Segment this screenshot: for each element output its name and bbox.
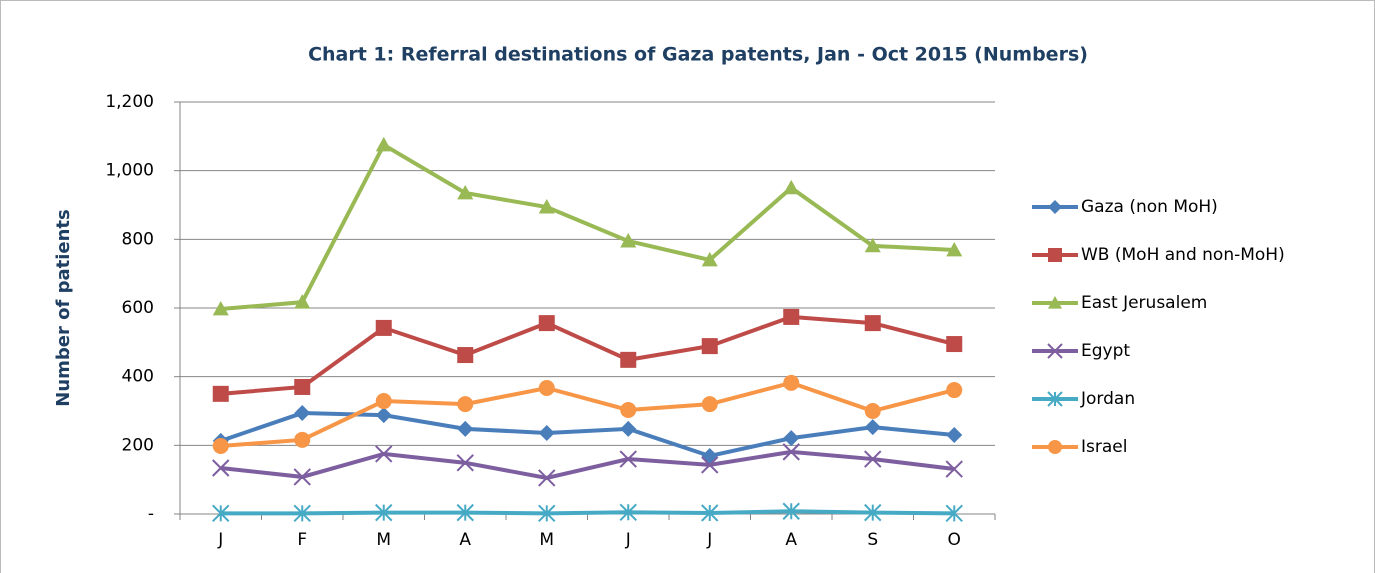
marker <box>945 460 963 478</box>
marker <box>212 504 230 523</box>
marker <box>620 420 637 437</box>
marker <box>864 237 881 253</box>
marker <box>375 136 392 152</box>
marker <box>946 382 963 399</box>
y-tick-label: 200 <box>122 435 154 455</box>
series-line <box>220 411 955 459</box>
marker <box>375 393 392 410</box>
marker <box>783 430 800 447</box>
marker <box>782 443 800 461</box>
marker <box>701 251 718 267</box>
legend-label: WB (MoH and non-MoH) <box>1081 245 1285 265</box>
series-line <box>220 314 955 396</box>
legend-label: Jordan <box>1080 389 1135 409</box>
legend-label: East Jerusalem <box>1081 293 1207 313</box>
marker <box>1048 200 1062 214</box>
x-tick-label: J <box>706 530 712 550</box>
marker <box>701 447 718 464</box>
marker <box>945 504 963 523</box>
marker <box>864 450 882 468</box>
marker <box>538 504 556 523</box>
y-axis-label: Number of patients <box>53 209 74 406</box>
marker <box>620 233 637 248</box>
legend-label: Israel <box>1081 437 1127 457</box>
marker <box>1048 296 1062 309</box>
marker <box>701 396 718 413</box>
marker <box>620 351 637 368</box>
x-tick-label: A <box>785 530 797 550</box>
marker <box>457 184 474 200</box>
marker <box>619 450 637 468</box>
marker <box>294 294 311 309</box>
marker <box>375 319 392 336</box>
marker <box>701 456 719 474</box>
marker <box>946 241 963 257</box>
marker <box>457 347 474 364</box>
y-tick-label: 400 <box>122 367 154 387</box>
marker <box>701 504 719 522</box>
marker <box>457 396 474 413</box>
marker <box>375 503 393 522</box>
x-tick-label: M <box>376 530 391 550</box>
marker <box>619 503 637 521</box>
marker <box>294 431 311 448</box>
marker <box>538 379 555 396</box>
y-tick-label: 1,200 <box>105 92 154 112</box>
x-tick-label: J <box>625 530 631 550</box>
marker <box>456 454 474 472</box>
marker <box>375 407 392 424</box>
marker <box>620 401 637 418</box>
marker <box>1048 248 1062 262</box>
marker <box>293 504 311 523</box>
marker <box>293 468 311 486</box>
y-tick-label: 600 <box>122 298 154 318</box>
marker <box>1048 440 1062 454</box>
marker <box>864 315 881 332</box>
marker <box>783 179 800 195</box>
marker <box>538 315 555 332</box>
chart-title: Chart 1: Referral destinations of Gaza p… <box>308 44 1088 66</box>
x-tick-label: J <box>217 530 223 550</box>
y-tick-label: 1,000 <box>105 161 154 181</box>
legend-label: Gaza (non MoH) <box>1081 197 1218 217</box>
marker <box>946 336 963 353</box>
marker <box>212 438 229 455</box>
marker <box>538 469 556 487</box>
x-tick-label: A <box>459 530 471 550</box>
marker <box>864 503 882 522</box>
marker <box>864 403 881 419</box>
x-tick-label: S <box>867 530 878 550</box>
x-tick-label: F <box>297 530 307 550</box>
marker <box>457 420 474 437</box>
marker <box>701 338 718 355</box>
series-line <box>220 142 955 312</box>
marker <box>212 385 229 402</box>
legend-label: Egypt <box>1081 341 1130 361</box>
series-line <box>220 380 955 449</box>
y-tick-label: 800 <box>122 229 154 249</box>
marker <box>946 427 963 444</box>
marker <box>782 502 800 520</box>
x-tick-label: O <box>948 530 961 550</box>
y-tick-label: - <box>148 504 154 524</box>
marker <box>1047 343 1063 359</box>
marker <box>864 419 881 436</box>
marker <box>783 374 800 391</box>
marker <box>783 308 800 325</box>
marker <box>212 301 229 316</box>
marker <box>294 378 311 395</box>
x-tick-label: M <box>539 530 554 550</box>
marker <box>538 199 555 214</box>
marker <box>375 445 393 463</box>
marker <box>294 405 311 422</box>
marker <box>538 424 555 441</box>
marker <box>1047 391 1063 407</box>
series-line <box>220 449 955 480</box>
marker <box>212 459 230 477</box>
marker <box>456 503 474 522</box>
series-line <box>220 509 955 516</box>
